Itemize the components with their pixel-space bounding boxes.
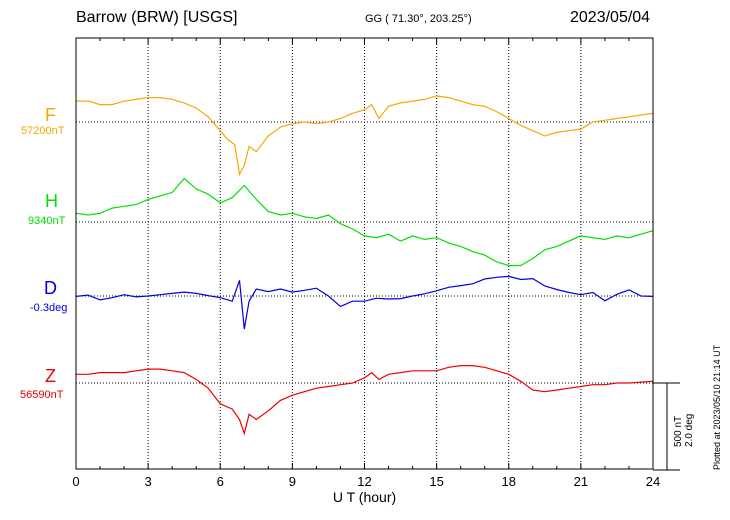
series-line-H bbox=[75, 177, 654, 267]
scale-nt-label: 500 nT bbox=[673, 415, 684, 447]
station-title: Barrow (BRW) [USGS] bbox=[76, 9, 238, 26]
x-tick-label: 15 bbox=[429, 474, 443, 489]
x-axis-label: U T (hour) bbox=[333, 489, 396, 505]
component-label-F: F bbox=[45, 105, 56, 125]
x-tick-label: 3 bbox=[145, 474, 152, 489]
station-coordinates: GG ( 71.30°, 203.25°) bbox=[365, 13, 472, 25]
baseline-value-F: 57200nT bbox=[21, 125, 65, 137]
x-tick-label: 12 bbox=[357, 474, 371, 489]
baseline-value-D: -0.3deg bbox=[30, 302, 68, 314]
baseline-value-Z: 56590nT bbox=[20, 389, 64, 401]
x-tick-label: 6 bbox=[217, 474, 224, 489]
x-tick-label: 18 bbox=[502, 474, 516, 489]
plot-date: 2023/05/04 bbox=[570, 9, 651, 26]
plotted-timestamp: Plotted at 2023/05/10 21:14 UT bbox=[712, 344, 722, 470]
component-label-H: H bbox=[45, 191, 58, 211]
component-label-Z: Z bbox=[45, 366, 56, 386]
series-line-Z bbox=[76, 365, 654, 436]
x-tick-label: 9 bbox=[289, 474, 296, 489]
series-line-F bbox=[76, 95, 654, 177]
baseline-value-H: 9340nT bbox=[28, 215, 66, 227]
x-tick-label: 24 bbox=[646, 474, 660, 489]
component-label-D: D bbox=[44, 278, 57, 298]
scale-deg-label: 2.0 deg bbox=[684, 413, 695, 447]
series-line-D bbox=[75, 275, 654, 330]
x-tick-label: 0 bbox=[72, 474, 79, 489]
x-tick-label: 21 bbox=[574, 474, 588, 489]
